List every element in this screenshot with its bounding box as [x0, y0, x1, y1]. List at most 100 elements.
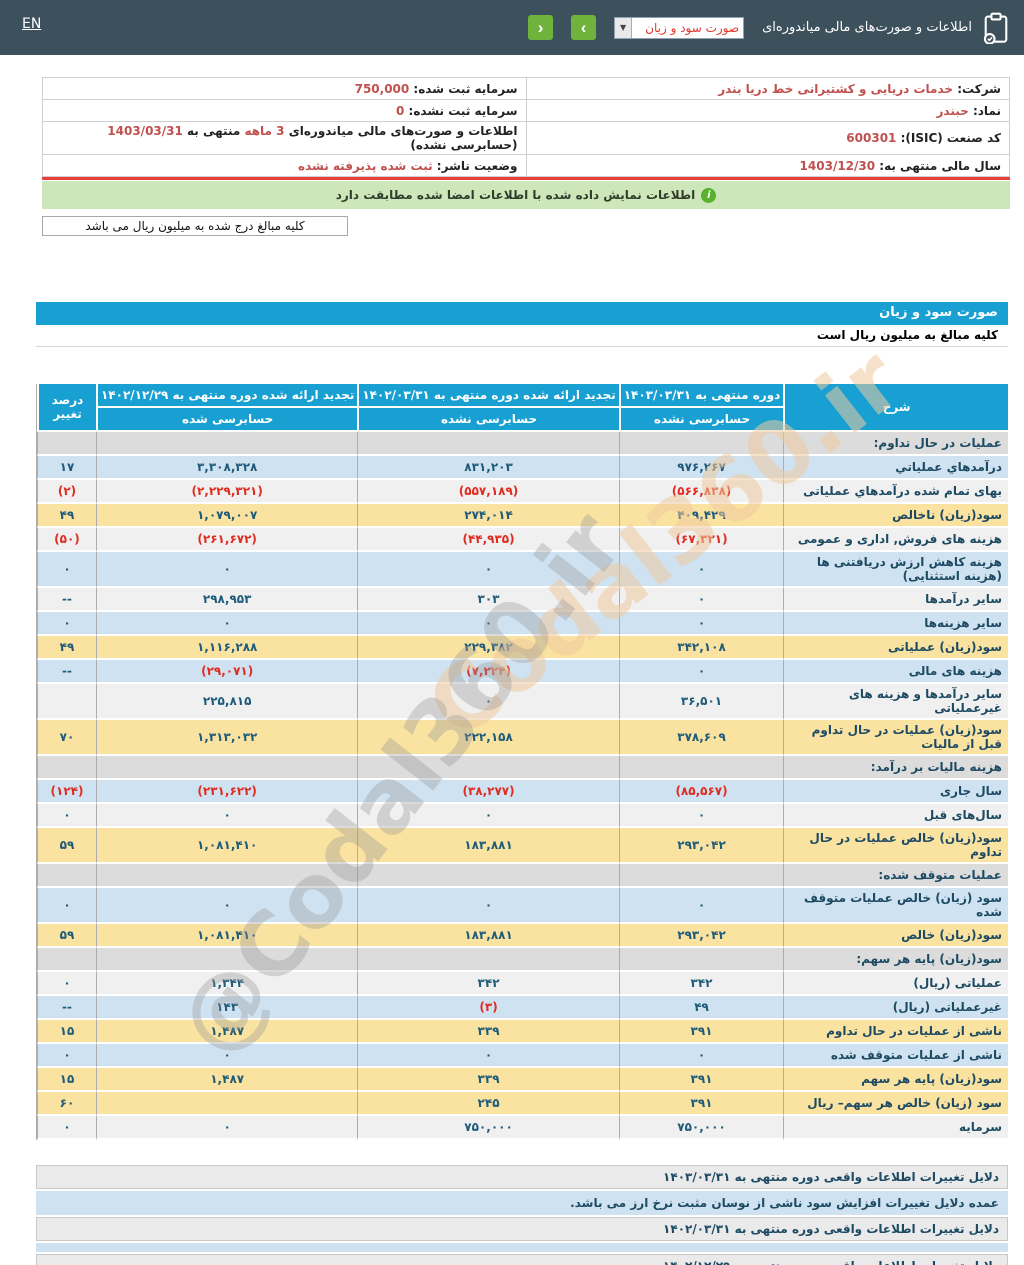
note-row: دلایل تغییرات اطلاعات واقعی دوره منتهی ب… [36, 1254, 1008, 1265]
note-row: دلایل تغییرات اطلاعات واقعی دوره منتهی ب… [36, 1217, 1008, 1241]
table-row: سود(زیان) عملیاتی ۳۴۲,۱۰۸ ۲۲۹,۳۸۲ ۱,۱۱۶,۲۸۸… [37, 636, 1008, 660]
clipboard-check-icon [983, 12, 1008, 44]
row-value: ۳۳۹ [357, 1020, 619, 1044]
language-link[interactable]: EN [22, 16, 42, 32]
row-value [95, 1092, 358, 1116]
row-value: ۰ [95, 1116, 358, 1140]
note-row: دلایل تغییرات اطلاعات واقعی دوره منتهی ب… [36, 1165, 1008, 1189]
row-value: (۵۰) [37, 528, 96, 552]
section-row: عملیات در حال تداوم: [37, 432, 1008, 456]
row-label: سود(زیان) خالص [783, 924, 1008, 948]
row-value [95, 948, 358, 972]
row-value: ۱,۴۸۷ [95, 1020, 358, 1044]
row-label: غیرعملیاتی (ریال) [783, 996, 1008, 1020]
row-value: ۰ [618, 612, 784, 636]
row-value: ۳۴۲ [357, 972, 619, 996]
row-value: ۰ [618, 888, 784, 924]
row-value [37, 684, 96, 720]
row-label: سود(زیان) عملیات در حال تداوم قبل از مال… [783, 720, 1008, 756]
nav-left-button[interactable]: ‹ [528, 15, 554, 40]
row-label: سال جاری [783, 780, 1008, 804]
row-value [95, 864, 358, 888]
nav-right-button[interactable]: › [571, 15, 597, 40]
row-label: درآمدهاي عملياتي [783, 456, 1008, 480]
row-value: ۳۶,۵۰۱ [618, 684, 784, 720]
row-value: ۹۷۶,۲۶۷ [618, 456, 784, 480]
row-value: ۷۰ [37, 720, 96, 756]
table-row: سود(زیان) پایه هر سهم ۳۹۱ ۳۳۹ ۱,۴۸۷ ۱۵ [37, 1068, 1008, 1092]
table-row: سود(زیان) ناخالص ۴۰۹,۴۲۹ ۲۷۴,۰۱۴ ۱,۰۷۹,۰۰۷ ۴… [37, 504, 1008, 528]
row-label: هزینه های فروش, اداری و عمومی [783, 528, 1008, 552]
row-value: ۵۹ [37, 924, 96, 948]
company-info-table: شرکت: خدمات دریایی و کشتیرانی خط دریا بن… [42, 77, 1010, 177]
company-info-cell: اطلاعات و صورت‌های مالی میاندوره‌ای 3 ما… [42, 121, 527, 155]
row-value: ۰ [357, 888, 619, 924]
table-row: سال جاری (۸۵,۵۶۷) (۳۸,۲۷۷) (۲۳۱,۶۲۲) (۱۲۴) [37, 780, 1008, 804]
row-value: (۳۸,۲۷۷) [357, 780, 619, 804]
row-label: سود (زیان) خالص هر سهم– ریال [783, 1092, 1008, 1116]
row-value: -- [37, 660, 96, 684]
row-value: ۵۹ [37, 828, 96, 864]
row-value [95, 756, 358, 780]
header-audit-1: حسابرسی نشده [618, 408, 784, 432]
row-label: ناشی از عملیات در حال تداوم [783, 1020, 1008, 1044]
row-label: ناشی از عملیات متوقف شده [783, 1044, 1008, 1068]
row-value: ۲۴۵ [357, 1092, 619, 1116]
company-info-row: شرکت: خدمات دریایی و کشتیرانی خط دریا بن… [42, 77, 1010, 100]
row-value [357, 864, 619, 888]
notes-section: دلایل تغییرات اطلاعات واقعی دوره منتهی ب… [36, 1165, 1008, 1265]
table-row: ناشی از عملیات در حال تداوم ۳۹۱ ۳۳۹ ۱,۴۸۷ ۱۵ [37, 1020, 1008, 1044]
table-row: سود(زیان) خالص عملیات در حال تداوم ۲۹۳,۰۴… [37, 828, 1008, 864]
statement-title: صورت سود و زیان [36, 302, 1008, 325]
row-value [357, 756, 619, 780]
row-value: (۲,۲۲۹,۳۲۱) [95, 480, 358, 504]
row-value: ۱,۳۴۴ [95, 972, 358, 996]
table-row: بهای تمام شده درآمدهاي عملیاتی (۵۶۶,۸۳۸)(… [37, 480, 1008, 504]
company-info-body: شرکت: خدمات دریایی و کشتیرانی خط دریا بن… [42, 77, 1010, 177]
row-value: ۷۵۰,۰۰۰ [357, 1116, 619, 1140]
table-row: هزینه های مالی ۰ (۷,۲۲۴) (۲۹,۰۷۱) -- [37, 660, 1008, 684]
row-value [618, 432, 784, 456]
company-info-row: کد صنعت (ISIC): 600301 اطلاعات و صورت‌های… [42, 121, 1010, 155]
statement-section: Codal360.ir @Codal360.ir صورت سود و زیان… [36, 302, 1008, 1140]
row-value: ۰ [618, 804, 784, 828]
row-label: سود(زیان) خالص عملیات در حال تداوم [783, 828, 1008, 864]
row-value: ۰ [357, 612, 619, 636]
company-info-cell: کد صنعت (ISIC): 600301 [525, 121, 1010, 155]
row-value: ۰ [95, 804, 358, 828]
header-change: درصد تغییر [37, 384, 96, 432]
header-period-3: تجدید ارائه شده دوره منتهی به ۱۴۰۲/۱۲/۲۹ [95, 384, 358, 408]
row-value: (۸۵,۵۶۷) [618, 780, 784, 804]
row-label: سایر درآمدها و هزینه های غیرعملیاتی [783, 684, 1008, 720]
row-value: (۴۴,۹۳۵) [357, 528, 619, 552]
row-value: ۲۹۳,۰۴۲ [618, 828, 784, 864]
row-label: سایر هزینه‌ها [783, 612, 1008, 636]
company-info-cell: نماد: حبندر [525, 99, 1010, 122]
row-value: ۰ [95, 1044, 358, 1068]
table-row: سایر درآمدها ۰ ۳۰۳ ۲۹۸,۹۵۳ -- [37, 588, 1008, 612]
company-info-row: نماد: حبندر سرمایه ثبت نشده: 0 [42, 99, 1010, 122]
row-value: ۳۳۹ [357, 1068, 619, 1092]
report-type-select[interactable]: صورت سود و زیان ▼ [614, 16, 745, 39]
note-row: عمده دلایل تغییرات افزایش سود ناشی از نو… [36, 1191, 1008, 1215]
row-value [37, 864, 96, 888]
row-value: ۱۷ [37, 456, 96, 480]
row-label: هزینه کاهش ارزش دریافتنی ها (هزینه استثن… [783, 552, 1008, 588]
row-value: ۱,۰۸۱,۴۱۰ [95, 924, 358, 948]
row-value: -- [37, 996, 96, 1020]
row-label: سود(زیان) پایه هر سهم: [783, 948, 1008, 972]
row-value: (۲) [37, 480, 96, 504]
top-bar-controls: اطلاعات و صورت‌های مالی میاندوره‌ای صورت… [528, 12, 1010, 44]
row-value [618, 864, 784, 888]
header-desc: شرح [783, 384, 1008, 432]
row-value: ۴۹ [37, 504, 96, 528]
company-info-cell: سال مالی منتهی به: 1403/12/30 [525, 154, 1010, 177]
row-value [357, 432, 619, 456]
row-label: هزینه مالیات بر درآمد: [783, 756, 1008, 780]
row-value: (۱۲۴) [37, 780, 96, 804]
row-label: سود(زیان) پایه هر سهم [783, 1068, 1008, 1092]
table-row: ناشی از عملیات متوقف شده ۰ ۰ ۰ ۰ [37, 1044, 1008, 1068]
statement-unit-note: کلیه مبالغ به میلیون ریال است [36, 325, 1008, 347]
row-value: ۳۷۸,۶۰۹ [618, 720, 784, 756]
page-title: اطلاعات و صورت‌های مالی میاندوره‌ای [762, 20, 972, 35]
